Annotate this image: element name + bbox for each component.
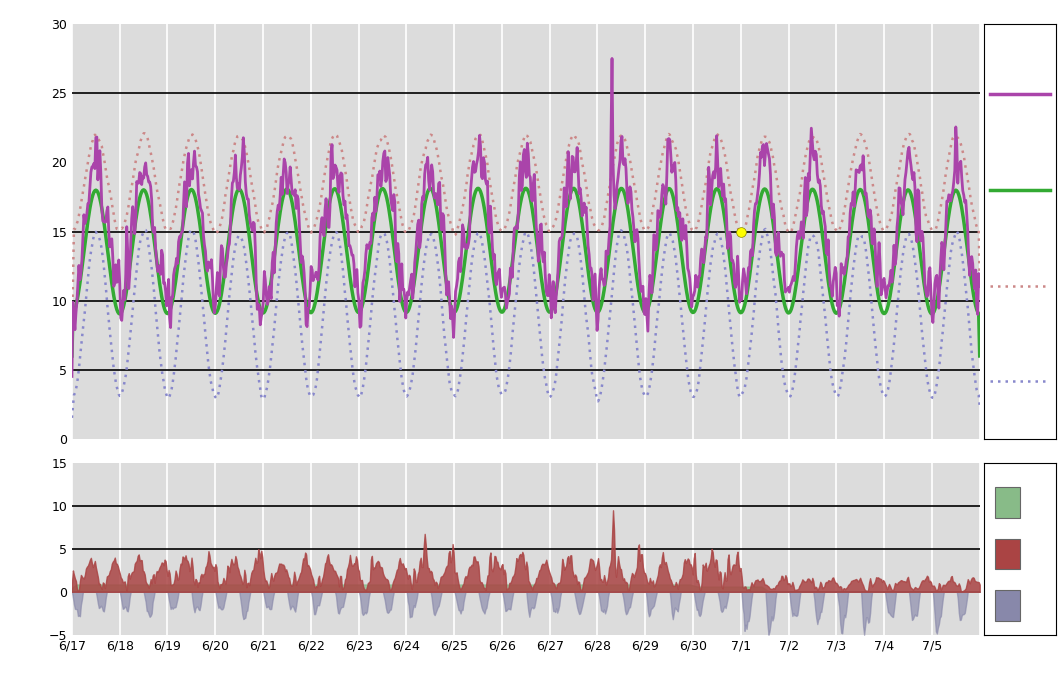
Bar bbox=[995, 539, 1020, 569]
Bar bbox=[995, 590, 1020, 621]
Bar bbox=[995, 487, 1020, 518]
